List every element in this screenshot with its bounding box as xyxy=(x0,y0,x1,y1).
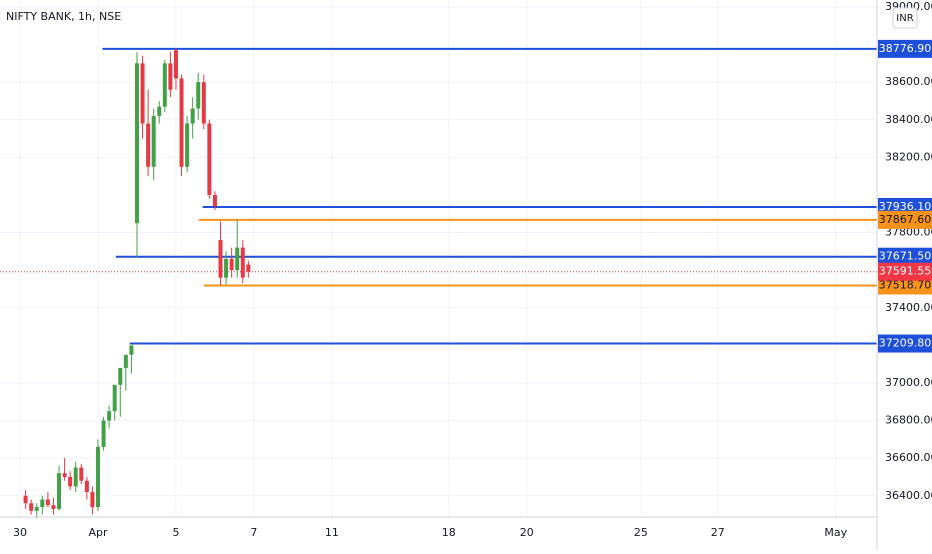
x-tick-label: May xyxy=(824,526,847,539)
level-label-bg xyxy=(878,210,932,229)
x-tick-label: 18 xyxy=(442,526,456,539)
level-label: 37518.70 xyxy=(879,278,932,291)
x-tick-label: 11 xyxy=(325,526,339,539)
candle-body xyxy=(140,63,145,124)
level-label-bg xyxy=(878,334,932,353)
candle-body xyxy=(101,420,106,447)
last-price-label: 37591.55 xyxy=(879,265,932,278)
y-tick-label: 37400.00 xyxy=(885,301,932,314)
level-label-bg xyxy=(878,39,932,58)
candle-body xyxy=(157,106,162,116)
chart-title: NIFTY BANK, 1h, NSE xyxy=(6,10,121,23)
candle-body xyxy=(162,63,167,107)
y-tick-label: 38200.00 xyxy=(885,150,932,163)
candle-body xyxy=(207,123,212,195)
level-label: 37209.80 xyxy=(879,337,932,350)
y-tick-label: 37000.00 xyxy=(885,376,932,389)
level-label: 37936.10 xyxy=(879,200,932,213)
candle-body xyxy=(229,258,234,271)
candle-body xyxy=(96,446,101,508)
x-tick-label: Apr xyxy=(88,526,108,539)
y-tick-label: 38600.00 xyxy=(885,75,932,88)
candle-body xyxy=(240,247,245,278)
candle-body xyxy=(179,78,184,167)
candle-body xyxy=(90,491,95,508)
candle-body xyxy=(40,499,45,508)
y-tick-label: 36400.00 xyxy=(885,489,932,502)
candle-body xyxy=(173,50,178,79)
grid xyxy=(0,0,877,517)
candle-body xyxy=(235,247,240,271)
candle-body xyxy=(146,123,151,167)
candle-body xyxy=(34,507,39,511)
candle-body xyxy=(79,467,84,481)
level-label: 38776.90 xyxy=(879,42,932,55)
level-label-bg xyxy=(878,276,932,295)
last-price-label-bg xyxy=(878,262,932,281)
candle-body xyxy=(196,82,201,109)
currency-badge[interactable] xyxy=(892,7,918,29)
candle-body xyxy=(123,354,128,368)
y-tick-label: 36600.00 xyxy=(885,451,932,464)
candle-body xyxy=(112,384,117,412)
candle-body xyxy=(62,473,67,477)
plot xyxy=(0,47,877,519)
x-tick-label: 30 xyxy=(13,526,27,539)
y-tick-label: 36800.00 xyxy=(885,414,932,427)
y-tick-label: 38400.00 xyxy=(885,113,932,126)
candle-body xyxy=(212,194,217,207)
candle-body xyxy=(84,480,89,492)
candle-body xyxy=(73,467,78,487)
candle-body xyxy=(51,505,56,509)
candle-body xyxy=(201,82,206,124)
candle-body xyxy=(190,108,195,124)
candle-body xyxy=(118,367,123,385)
candle-body xyxy=(45,499,50,506)
candle-body xyxy=(129,345,134,355)
candle-body xyxy=(246,264,251,272)
axes: 36400.00 36600.00 36800.00 37000.00 37400.00… xyxy=(13,0,932,539)
candle-body xyxy=(218,240,223,278)
candle-body xyxy=(107,411,112,421)
level-label: 37671.50 xyxy=(879,250,932,263)
candle-body xyxy=(185,123,190,167)
currency: INR xyxy=(896,13,913,24)
level-label: 37867.60 xyxy=(879,213,932,226)
candle-body xyxy=(151,115,156,167)
candle-body xyxy=(68,476,73,487)
x-tick-label: 7 xyxy=(250,526,257,539)
x-tick-label: 25 xyxy=(634,526,648,539)
candle-body xyxy=(224,258,229,278)
candle-body xyxy=(29,503,34,511)
candle-body xyxy=(23,495,28,504)
level-label-bg xyxy=(878,247,932,266)
x-tick-label: 27 xyxy=(711,526,725,539)
candle-body xyxy=(57,473,62,509)
x-tick-label: 5 xyxy=(172,526,179,539)
x-tick-label: 20 xyxy=(520,526,534,539)
candle-body xyxy=(168,63,173,90)
candle-body xyxy=(134,63,139,224)
